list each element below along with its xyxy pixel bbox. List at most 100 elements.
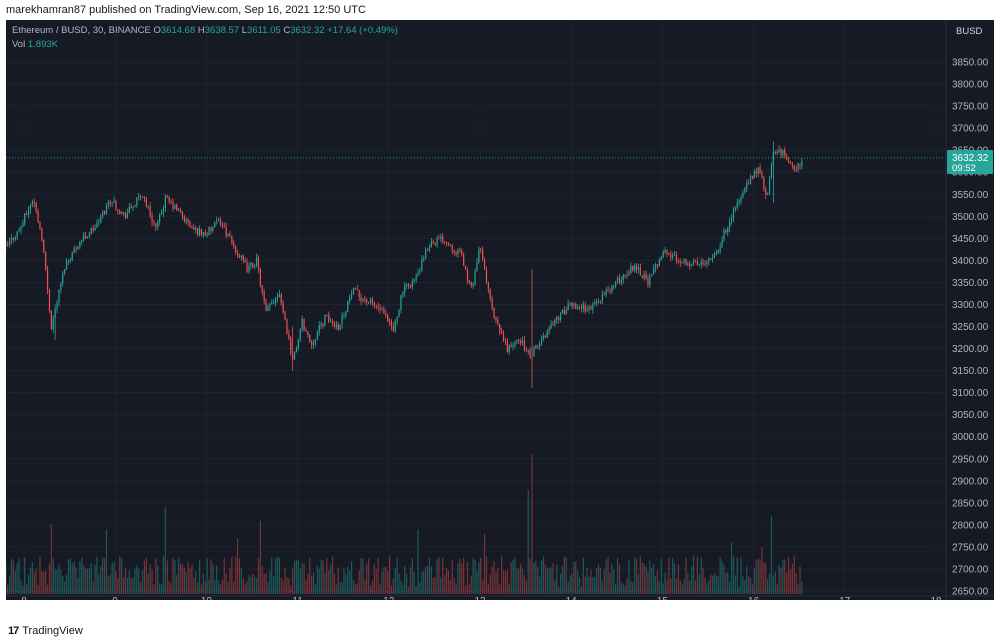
candle-body [345,311,347,316]
volume-bar [767,579,769,594]
candle-body [67,260,70,262]
volume-bar [246,581,248,594]
candle-body [789,162,792,164]
volume-bar [369,585,372,594]
candle-body [48,290,51,311]
candle-body [7,244,9,246]
volume-bar [425,567,427,594]
candlestick-chart[interactable]: 3850.003800.003750.003700.003650.003600.… [6,20,994,600]
volume-bar [160,584,163,594]
candle-body [105,205,108,214]
volume-bar [219,584,222,594]
candle-body [586,309,588,312]
volume-bar [685,557,687,594]
volume-bar [597,564,600,594]
candle-body [280,293,282,304]
candle-body [204,232,206,236]
candle-body [373,303,375,306]
price-tick-label: 3350.00 [952,278,989,289]
candle-body [121,212,123,214]
candle-body [103,211,106,214]
candle-body [573,304,575,306]
tradingview-logo[interactable]: 17 TradingView [8,625,83,637]
candle-body [349,297,351,302]
currency-label[interactable]: BUSD [956,26,983,37]
volume-bar [501,556,503,594]
volume-bar [398,573,400,594]
candle-body [539,344,541,347]
volume-bar [675,578,678,594]
candle-body [748,183,750,185]
candle-body [231,235,233,244]
candle-body [208,227,210,236]
volume-bar [75,567,77,594]
volume-bar [656,569,659,594]
volume-bar [335,584,337,594]
volume-bar [704,577,706,594]
volume-bar [98,574,100,594]
volume-bar [580,586,583,594]
volume-bar [711,575,714,594]
volume-bar [117,577,119,594]
volume-bar [54,569,56,594]
countdown-label: 09:52 [952,163,976,174]
volume-bar [476,570,478,594]
candle-body [518,339,520,341]
symbol-label[interactable]: Ethereum / BUSD, 30, BINANCE [12,25,151,36]
close-value: 3632.32 [290,25,325,36]
volume-bar [195,570,197,594]
candle-body [738,200,740,203]
candle-body [740,196,742,201]
volume-bar [729,581,731,594]
candle-body [282,303,284,313]
candle-body [578,307,581,309]
candle-body [364,298,366,300]
candle-body [195,227,197,230]
volume-bar [480,557,482,594]
candle-body [259,268,261,286]
candle-body [155,223,157,228]
candle-body [271,303,273,305]
candle-body [263,291,265,302]
volume-bar [727,571,729,594]
candle-body [409,285,412,288]
volume-bar [563,556,565,594]
candle-body [330,321,332,323]
candle-body [673,254,676,256]
candle-body [54,308,56,319]
volume-bar [197,582,199,594]
candle-body [350,293,353,298]
volume-bar [746,566,748,594]
volume-bar [147,573,149,594]
candle-body [276,296,279,299]
candle-body [668,253,670,255]
volume-bar [330,564,332,594]
candle-body [92,228,94,231]
volume-bar [529,558,531,594]
candle-body [149,206,151,216]
volume-bar [238,558,241,594]
price-tick-label: 3300.00 [952,300,989,311]
footer-bar: 17 TradingView [0,620,1000,644]
volume-bar [404,566,406,594]
volume-bar [491,566,493,594]
volume-bar [622,583,624,594]
chart-pane[interactable]: 3850.003800.003750.003700.003650.003600.… [6,20,994,600]
candle-body [402,292,404,296]
candle-body [39,222,41,229]
candle-body [713,254,716,258]
volume-bar [371,580,374,594]
time-tick-label: 15 [657,596,669,600]
volume-bar [352,580,355,594]
volume-bar [383,567,385,594]
candle-body [432,241,434,244]
volume-bar [263,574,265,594]
volume-bar [451,560,453,594]
volume-bar [79,561,81,594]
volume-bar [140,581,142,594]
volume-bar [231,556,233,594]
close-label: C [283,25,291,36]
candle-body [126,212,128,219]
volume-bar [607,557,609,594]
candle-body [556,317,558,320]
